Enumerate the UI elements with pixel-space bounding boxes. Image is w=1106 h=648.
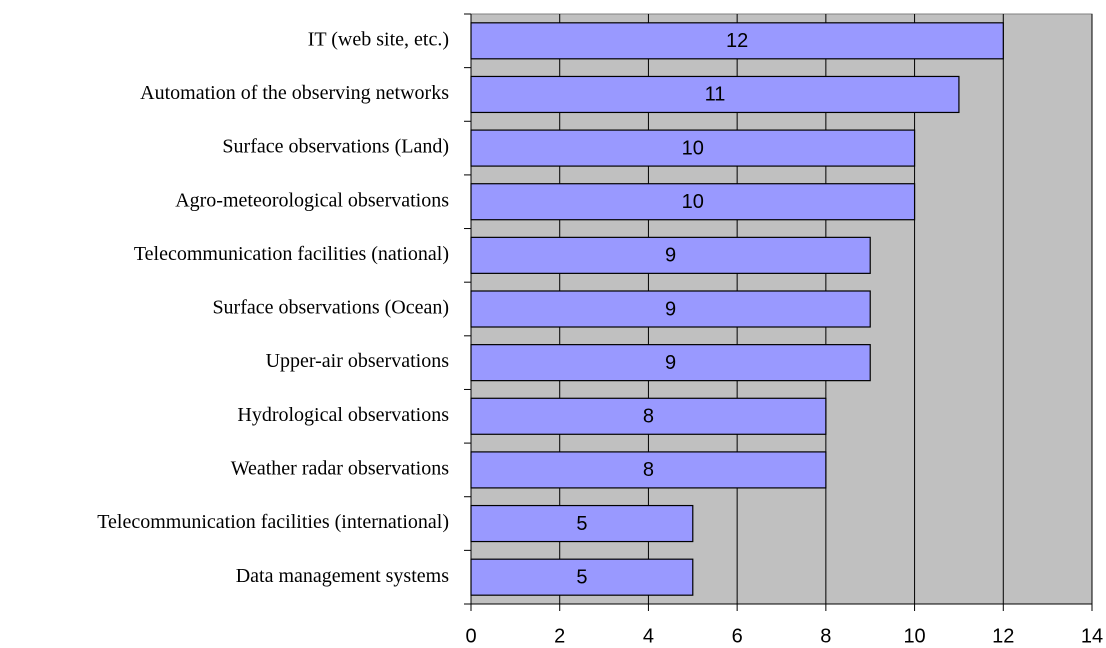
- value-label: 5: [576, 566, 587, 588]
- y-tick-label: Telecommunication facilities (national): [134, 243, 449, 265]
- y-tick-label: Agro-meteorological observations: [175, 189, 449, 211]
- value-label: 9: [665, 352, 676, 374]
- y-tick-label: Hydrological observations: [237, 404, 449, 426]
- value-label: 9: [665, 245, 676, 267]
- value-label: 12: [726, 30, 748, 52]
- x-tick-label: 8: [820, 625, 831, 647]
- bar: [470, 558, 694, 596]
- x-tick-label: 2: [554, 625, 565, 647]
- x-tick-label: 4: [643, 625, 654, 647]
- bar: [470, 290, 871, 328]
- bar: [470, 22, 1004, 60]
- value-label: 8: [643, 459, 654, 481]
- bar: [470, 451, 827, 489]
- bar: [470, 397, 827, 435]
- bar: [470, 344, 871, 382]
- y-tick-label: Weather radar observations: [231, 458, 450, 480]
- bar: [470, 75, 960, 114]
- bar: [470, 129, 916, 167]
- y-tick-label: Data management systems: [236, 565, 449, 587]
- x-tick-label: 14: [1081, 625, 1103, 647]
- y-tick-label: Automation of the observing networks: [140, 82, 449, 104]
- bar: [470, 504, 694, 543]
- x-tick-label: 10: [903, 625, 925, 647]
- y-tick-label: Surface observations (Ocean): [212, 297, 449, 319]
- y-tick-label: Telecommunication facilities (internatio…: [97, 511, 449, 533]
- y-tick-label: Upper-air observations: [266, 350, 450, 372]
- y-tick-label: Surface observations (Land): [222, 136, 449, 158]
- value-label: 5: [576, 513, 587, 535]
- value-label: 11: [705, 84, 726, 106]
- value-label: 10: [682, 137, 704, 159]
- x-tick-label: 0: [465, 625, 476, 647]
- value-label: 10: [682, 191, 704, 213]
- value-label: 8: [643, 406, 654, 428]
- x-tick-label: 12: [992, 625, 1014, 647]
- bar: [470, 236, 871, 274]
- y-tick-label: IT (web site, etc.): [308, 28, 449, 50]
- bar: [470, 183, 916, 221]
- x-tick-label: 6: [732, 625, 743, 647]
- value-label: 9: [665, 298, 676, 320]
